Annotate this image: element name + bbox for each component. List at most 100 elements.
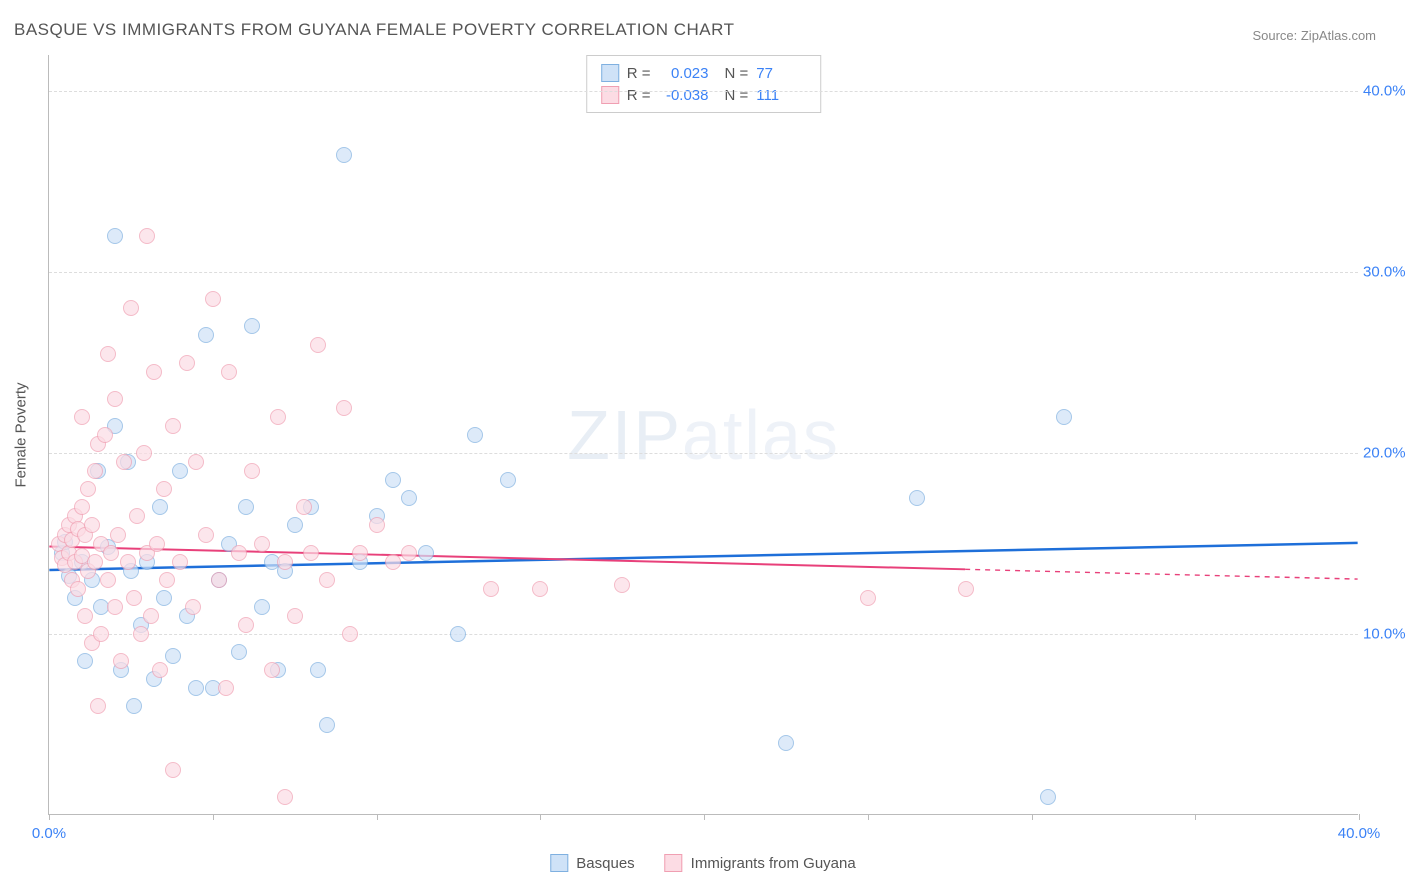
data-point xyxy=(113,653,129,669)
data-point xyxy=(450,626,466,642)
data-point xyxy=(80,481,96,497)
data-point xyxy=(221,364,237,380)
grid-line xyxy=(49,272,1358,273)
data-point xyxy=(126,698,142,714)
data-point xyxy=(156,590,172,606)
data-point xyxy=(483,581,499,597)
r-value: -0.038 xyxy=(659,87,709,104)
data-point xyxy=(1056,409,1072,425)
data-point xyxy=(254,599,270,615)
watermark-bold: ZIP xyxy=(567,396,682,474)
data-point xyxy=(270,409,286,425)
legend-label-basques: Basques xyxy=(576,855,634,872)
data-point xyxy=(139,228,155,244)
source-label: Source: ZipAtlas.com xyxy=(1252,28,1376,43)
n-value: 111 xyxy=(756,87,806,104)
r-label: R = xyxy=(627,65,651,82)
data-point xyxy=(231,644,247,660)
data-point xyxy=(100,572,116,588)
data-point xyxy=(287,608,303,624)
n-value: 77 xyxy=(756,65,806,82)
chart-title: BASQUE VS IMMIGRANTS FROM GUYANA FEMALE … xyxy=(14,20,735,40)
data-point xyxy=(74,409,90,425)
data-point xyxy=(532,581,548,597)
grid-line xyxy=(49,91,1358,92)
legend-label-guyana: Immigrants from Guyana xyxy=(691,855,856,872)
x-tick xyxy=(868,814,869,820)
data-point xyxy=(146,364,162,380)
data-point xyxy=(1040,789,1056,805)
data-point xyxy=(319,717,335,733)
data-point xyxy=(107,599,123,615)
data-point xyxy=(211,572,227,588)
data-point xyxy=(110,527,126,543)
data-point xyxy=(401,545,417,561)
stats-row: R =0.023N =77 xyxy=(601,62,807,84)
data-point xyxy=(107,391,123,407)
data-point xyxy=(778,735,794,751)
data-point xyxy=(958,581,974,597)
x-tick-label: 40.0% xyxy=(1338,825,1381,842)
data-point xyxy=(352,545,368,561)
stats-row: R = -0.038 N = 111 xyxy=(601,84,807,106)
data-point xyxy=(418,545,434,561)
x-tick xyxy=(1195,814,1196,820)
data-point xyxy=(185,599,201,615)
data-point xyxy=(254,536,270,552)
data-point xyxy=(218,680,234,696)
data-point xyxy=(87,554,103,570)
data-point xyxy=(303,545,319,561)
swatch-basques xyxy=(550,854,568,872)
data-point xyxy=(310,337,326,353)
data-point xyxy=(126,590,142,606)
data-point xyxy=(287,517,303,533)
data-point xyxy=(205,291,221,307)
data-point xyxy=(87,463,103,479)
n-label: N = xyxy=(725,87,749,104)
grid-line xyxy=(49,453,1358,454)
data-point xyxy=(100,346,116,362)
data-point xyxy=(296,499,312,515)
y-tick-label: 30.0% xyxy=(1363,264,1406,281)
grid-line xyxy=(49,634,1358,635)
swatch-icon xyxy=(601,86,619,104)
data-point xyxy=(238,499,254,515)
watermark: ZIPatlas xyxy=(567,395,840,475)
data-point xyxy=(909,490,925,506)
stats-legend: R =0.023N =77R =-0.038N =111 xyxy=(586,55,822,113)
data-point xyxy=(369,517,385,533)
swatch-icon xyxy=(601,64,619,82)
data-point xyxy=(97,427,113,443)
legend-item-basques: Basques xyxy=(550,854,634,872)
x-tick xyxy=(1359,814,1360,820)
data-point xyxy=(149,536,165,552)
y-tick-label: 40.0% xyxy=(1363,83,1406,100)
y-axis-label: Female Poverty xyxy=(13,382,30,487)
y-tick-label: 10.0% xyxy=(1363,626,1406,643)
data-point xyxy=(385,472,401,488)
watermark-thin: atlas xyxy=(682,396,840,474)
data-point xyxy=(319,572,335,588)
data-point xyxy=(152,499,168,515)
data-point xyxy=(136,445,152,461)
data-point xyxy=(77,608,93,624)
data-point xyxy=(70,581,86,597)
data-point xyxy=(133,626,149,642)
data-point xyxy=(156,481,172,497)
n-label: N = xyxy=(725,65,749,82)
data-point xyxy=(129,508,145,524)
data-point xyxy=(385,554,401,570)
legend-item-guyana: Immigrants from Guyana xyxy=(665,854,856,872)
data-point xyxy=(143,608,159,624)
plot-area: Female Poverty ZIPatlas R =0.023N =77R =… xyxy=(48,55,1358,815)
data-point xyxy=(179,355,195,371)
data-point xyxy=(277,554,293,570)
r-label: R = xyxy=(627,87,651,104)
data-point xyxy=(277,789,293,805)
data-point xyxy=(74,499,90,515)
data-point xyxy=(172,554,188,570)
data-point xyxy=(198,327,214,343)
data-point xyxy=(172,463,188,479)
data-point xyxy=(120,554,136,570)
data-point xyxy=(336,400,352,416)
